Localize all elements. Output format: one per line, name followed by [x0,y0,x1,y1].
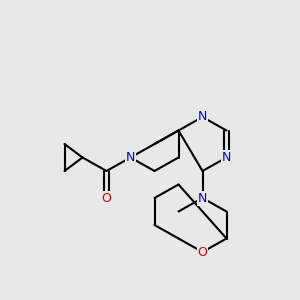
Text: N: N [198,191,207,205]
Text: N: N [126,151,135,164]
Text: O: O [198,245,207,259]
Text: N: N [222,151,231,164]
Text: N: N [198,110,207,124]
Text: O: O [102,191,111,205]
